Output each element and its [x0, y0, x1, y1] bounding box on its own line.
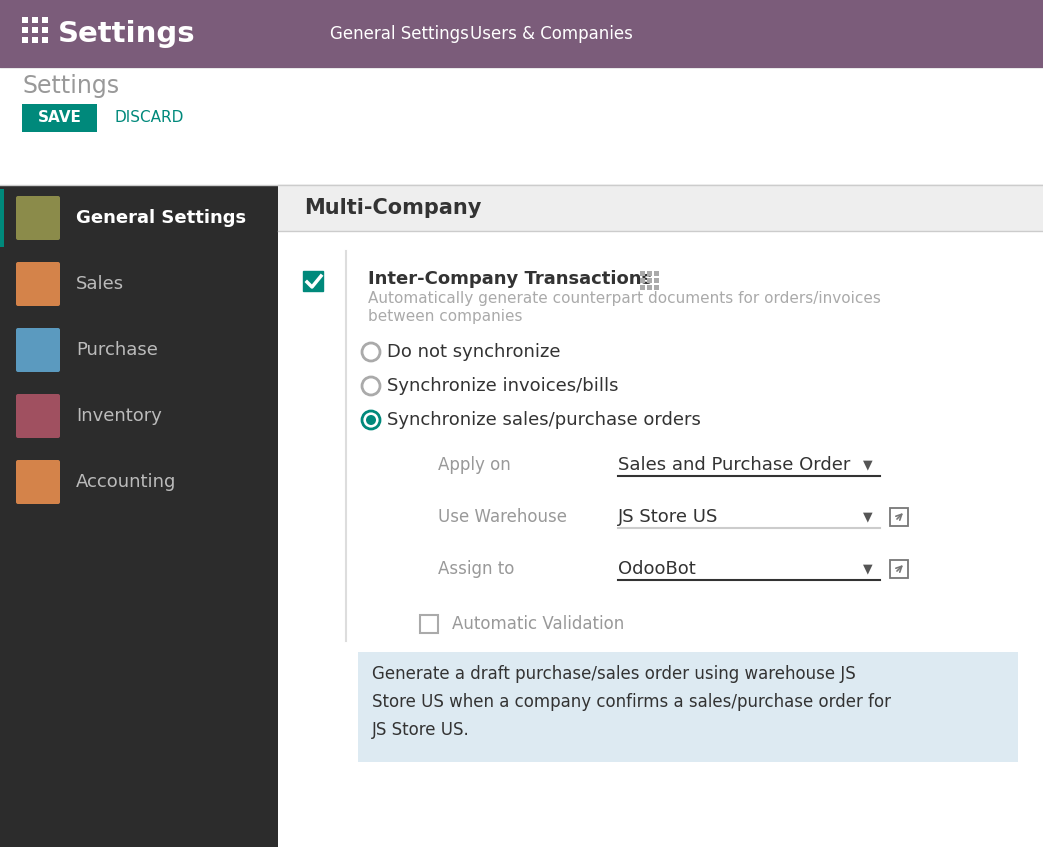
- Bar: [647, 271, 652, 276]
- Text: Users & Companies: Users & Companies: [470, 25, 633, 43]
- Text: Settings: Settings: [22, 74, 119, 98]
- FancyBboxPatch shape: [278, 185, 1043, 231]
- Bar: [32, 17, 38, 23]
- Text: ▼: ▼: [864, 458, 873, 472]
- Bar: [640, 285, 645, 290]
- Bar: [22, 27, 28, 33]
- Text: Assign to: Assign to: [438, 560, 514, 578]
- FancyBboxPatch shape: [16, 328, 60, 372]
- Bar: [654, 271, 659, 276]
- Text: General Settings: General Settings: [330, 25, 469, 43]
- Text: Purchase: Purchase: [76, 341, 157, 359]
- Text: JS Store US: JS Store US: [618, 508, 719, 526]
- Bar: [32, 27, 38, 33]
- Text: JS Store US.: JS Store US.: [372, 721, 469, 739]
- Text: between companies: between companies: [368, 309, 523, 324]
- Text: Inventory: Inventory: [76, 407, 162, 425]
- FancyBboxPatch shape: [16, 196, 60, 240]
- FancyBboxPatch shape: [16, 394, 60, 438]
- Text: Accounting: Accounting: [76, 473, 176, 491]
- Text: Do not synchronize: Do not synchronize: [387, 343, 560, 361]
- Text: Use Warehouse: Use Warehouse: [438, 508, 567, 526]
- FancyBboxPatch shape: [22, 104, 97, 132]
- Text: General Settings: General Settings: [76, 209, 246, 227]
- Text: ▼: ▼: [864, 511, 873, 523]
- FancyBboxPatch shape: [16, 262, 60, 306]
- FancyBboxPatch shape: [0, 68, 1043, 185]
- Text: Automatically generate counterpart documents for orders/invoices: Automatically generate counterpart docum…: [368, 291, 881, 307]
- Bar: [42, 17, 48, 23]
- Bar: [654, 285, 659, 290]
- Bar: [654, 278, 659, 283]
- FancyBboxPatch shape: [278, 185, 1043, 847]
- FancyBboxPatch shape: [358, 652, 1018, 762]
- Text: Multi-Company: Multi-Company: [304, 198, 482, 218]
- Text: SAVE: SAVE: [38, 110, 81, 125]
- Text: DISCARD: DISCARD: [115, 110, 185, 125]
- Text: Settings: Settings: [58, 20, 196, 48]
- Text: ▼: ▼: [864, 562, 873, 575]
- Text: Store US when a company confirms a sales/purchase order for: Store US when a company confirms a sales…: [372, 693, 891, 711]
- Bar: [647, 278, 652, 283]
- Bar: [647, 285, 652, 290]
- Text: Generate a draft purchase/sales order using warehouse JS: Generate a draft purchase/sales order us…: [372, 665, 855, 683]
- FancyBboxPatch shape: [16, 460, 60, 504]
- FancyBboxPatch shape: [420, 615, 438, 633]
- Text: Apply on: Apply on: [438, 456, 511, 474]
- Bar: [22, 37, 28, 43]
- Bar: [42, 27, 48, 33]
- Text: Sales: Sales: [76, 275, 124, 293]
- Text: Synchronize invoices/bills: Synchronize invoices/bills: [387, 377, 618, 395]
- FancyBboxPatch shape: [304, 271, 323, 291]
- FancyBboxPatch shape: [0, 0, 1043, 68]
- Text: Automatic Validation: Automatic Validation: [452, 615, 625, 633]
- Bar: [42, 37, 48, 43]
- Text: Inter-Company Transactions: Inter-Company Transactions: [368, 270, 652, 288]
- Text: Sales and Purchase Order: Sales and Purchase Order: [618, 456, 850, 474]
- Text: OdooBot: OdooBot: [618, 560, 696, 578]
- FancyBboxPatch shape: [0, 189, 4, 247]
- Bar: [32, 37, 38, 43]
- Circle shape: [366, 415, 375, 425]
- Bar: [640, 278, 645, 283]
- FancyBboxPatch shape: [0, 185, 278, 847]
- Bar: [640, 271, 645, 276]
- Text: Synchronize sales/purchase orders: Synchronize sales/purchase orders: [387, 411, 701, 429]
- Bar: [22, 17, 28, 23]
